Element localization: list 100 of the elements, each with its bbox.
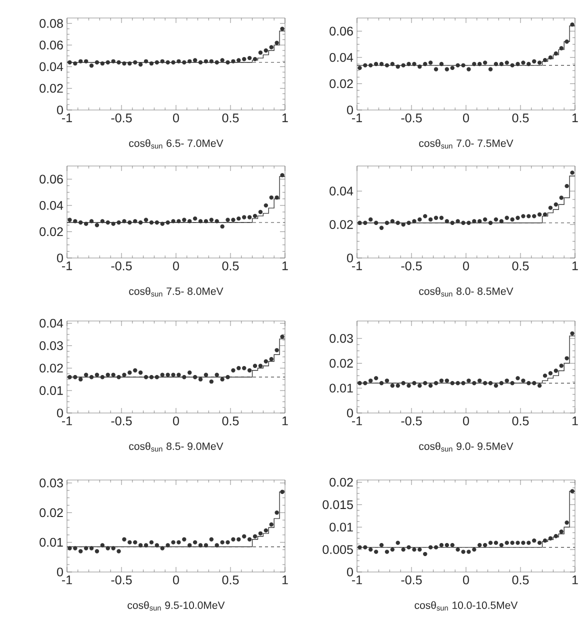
point (73, 374, 78, 380)
point (444, 542, 450, 548)
point (73, 61, 78, 66)
point (236, 366, 241, 370)
y-tick-label: 0.015 (322, 500, 353, 510)
point (274, 195, 279, 200)
point (374, 376, 378, 380)
point (444, 378, 450, 383)
point (537, 60, 542, 65)
x-tick-label: 1 (282, 576, 288, 584)
point (280, 334, 284, 339)
point (188, 219, 192, 224)
point (171, 60, 176, 64)
x-axis-title: cosθ$_{sun}$ 7.0- 7.5MeV (419, 139, 514, 149)
point (264, 48, 268, 53)
point (418, 64, 422, 69)
point (363, 220, 368, 225)
point (379, 226, 384, 230)
point (466, 67, 471, 72)
point (548, 536, 553, 540)
point (214, 60, 219, 64)
point (84, 59, 88, 64)
point (116, 549, 121, 554)
point (214, 543, 219, 548)
point (73, 219, 78, 224)
point (204, 543, 208, 548)
point (68, 218, 72, 222)
point (111, 546, 116, 550)
point (182, 374, 186, 380)
point (154, 543, 160, 548)
point (434, 545, 438, 550)
point (428, 545, 433, 550)
point (264, 528, 268, 533)
point (504, 216, 509, 220)
point (554, 51, 558, 56)
x-tick-label: -1 (352, 576, 362, 584)
y-tick-label: 0.01 (330, 384, 353, 393)
point (176, 372, 181, 377)
point (280, 173, 284, 178)
point (358, 545, 362, 550)
point (466, 220, 471, 225)
point (122, 372, 126, 377)
point (100, 374, 105, 380)
point (406, 545, 411, 550)
point (166, 372, 170, 377)
point (128, 220, 132, 225)
point (379, 542, 384, 548)
x-tick-label: 0.5 (222, 262, 239, 270)
point (363, 63, 368, 68)
point (554, 534, 558, 538)
point (258, 50, 263, 55)
point (510, 540, 514, 545)
point (521, 378, 526, 383)
point (450, 542, 454, 548)
point (122, 537, 126, 542)
point (226, 540, 230, 544)
point (368, 547, 373, 552)
point (89, 546, 94, 550)
point (264, 203, 268, 208)
point (390, 384, 395, 388)
x-tick-label: 0 (463, 114, 469, 122)
y-tick-label: 0.04 (40, 201, 64, 210)
point (68, 546, 72, 550)
point (198, 543, 203, 548)
point (564, 520, 569, 525)
y-tick-label: 0.04 (40, 318, 64, 328)
point (73, 546, 78, 550)
point (106, 546, 110, 550)
point (264, 359, 268, 364)
point (439, 542, 444, 548)
point (418, 217, 422, 222)
y-tick-label: 0 (57, 106, 63, 114)
x-tick-label: -0.5 (111, 416, 132, 426)
x-tick-label: 0.5 (512, 576, 529, 584)
y-tick-label: 0 (347, 408, 353, 418)
x-tick-label: 0 (463, 576, 469, 584)
point (84, 222, 88, 226)
point (428, 217, 433, 222)
x-tick-label: -1 (62, 114, 72, 122)
point (242, 57, 246, 62)
point (128, 370, 132, 375)
point (564, 40, 569, 44)
point (423, 381, 428, 386)
point (542, 374, 548, 378)
point (192, 216, 198, 221)
point (499, 542, 504, 548)
point (160, 59, 164, 64)
point (236, 58, 241, 62)
point (231, 218, 236, 222)
point (418, 547, 422, 552)
point (374, 62, 378, 66)
point (532, 214, 536, 218)
x-tick-label: 0 (463, 262, 469, 270)
point (106, 220, 110, 225)
point (100, 543, 105, 548)
point (247, 56, 252, 60)
point (521, 60, 526, 65)
point (171, 372, 176, 377)
point (122, 61, 126, 66)
y-tick-label: 0.06 (40, 40, 63, 50)
